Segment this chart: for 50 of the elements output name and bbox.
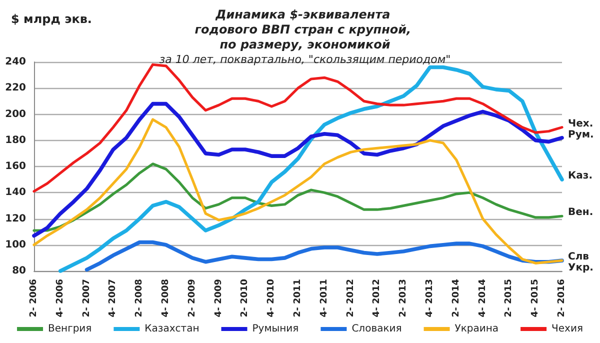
legend-label: Казахстан — [144, 324, 200, 334]
x-tick-label: 2- 2013 — [398, 279, 409, 318]
y-tick-label: 200 — [5, 108, 26, 120]
y-tick-label: 140 — [5, 187, 26, 198]
x-tick-label: 2- 2011 — [293, 279, 303, 318]
chart-subtitle: за 10 лет, поквартально, "скользящим периодом" — [159, 53, 451, 66]
y-tick-label: 100 — [5, 239, 26, 250]
x-tick-label: 2- 2007 — [82, 279, 92, 318]
x-tick-label: 4- 2012 — [372, 279, 382, 318]
x-tick-label: 4- 2014 — [478, 279, 488, 318]
y-tick-label: 80 — [12, 266, 26, 276]
legend-label: Украина — [454, 324, 499, 334]
legend-label: Румыния — [252, 324, 299, 334]
x-tick-label: 2- 2015 — [504, 279, 514, 318]
legend-label: Чехия — [552, 324, 583, 334]
y-tick-label: 220 — [5, 82, 26, 94]
x-tick-label: 2- 2012 — [346, 279, 356, 318]
annotation: Слв — [568, 252, 589, 262]
x-tick-label: 2- 2014 — [451, 279, 462, 318]
line-series — [32, 162, 564, 232]
annotation: Укр. — [568, 262, 594, 274]
x-tick-label: 2- 2008 — [134, 279, 145, 318]
x-tick-label: 2- 2010 — [240, 279, 250, 318]
x-tick-label: 4- 2008 — [161, 279, 171, 318]
y-tick-label: 240 — [5, 56, 26, 68]
y-tick-label: 160 — [5, 161, 26, 172]
x-tick-label: 2- 2016 — [557, 279, 567, 318]
line-series — [32, 118, 564, 264]
annotation: Вен. — [568, 207, 594, 218]
y-tick-label: 120 — [5, 213, 26, 224]
line-series — [32, 102, 564, 238]
legend-label: Словакия — [352, 324, 402, 334]
x-tick-label: 4- 2011 — [319, 279, 330, 318]
legend-label: Венгрия — [48, 324, 92, 334]
x-tick-label: 4- 2013 — [425, 279, 435, 318]
annotation: Чех. — [568, 118, 594, 130]
y-tick-label: 180 — [5, 134, 26, 146]
x-tick-label: 2- 2006 — [29, 279, 39, 318]
x-tick-label: 4- 2009 — [214, 279, 224, 318]
annotation: Каз. — [568, 170, 593, 182]
x-tick-label: 2- 2009 — [187, 279, 198, 318]
x-tick-label: 4- 2015 — [530, 279, 541, 318]
x-tick-label: 4- 2006 — [55, 279, 66, 318]
line-series — [58, 65, 564, 273]
line-series — [84, 240, 564, 272]
x-tick-label: 4- 2007 — [108, 279, 118, 318]
x-tick-label: 4- 2010 — [266, 279, 277, 318]
chart-title: Динамика $-эквивалента годового ВВП стран с крупной, по размеру, экономикой — [194, 8, 416, 52]
annotation: Рум. — [568, 129, 594, 140]
y-axis-title: $ млрд экв. — [11, 12, 92, 26]
